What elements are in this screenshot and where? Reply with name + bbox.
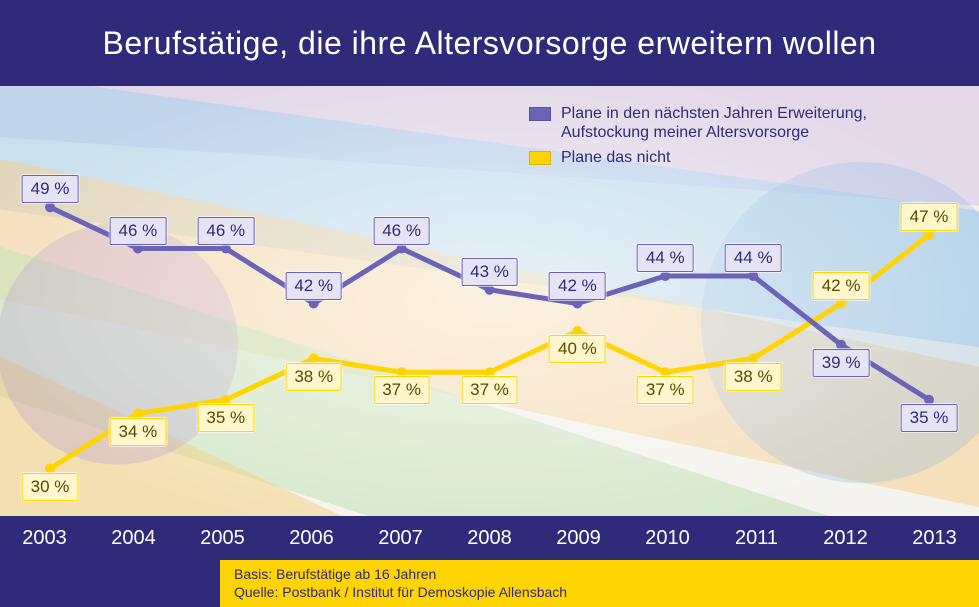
footer-left-block: [0, 560, 220, 607]
value-label-plan_no: 47 %: [901, 203, 958, 231]
series-marker-plan_yes: [485, 285, 495, 295]
value-label-plan_no: 30 %: [22, 473, 79, 501]
value-label-plan_no: 37 %: [637, 376, 694, 404]
value-label-plan_yes: 43 %: [461, 258, 518, 286]
footer-source: Quelle: Postbank / Institut für Demoskop…: [234, 584, 965, 602]
series-marker-plan_yes: [133, 244, 143, 254]
series-marker-plan_yes: [572, 299, 582, 309]
series-marker-plan_no: [836, 299, 846, 309]
value-label-plan_yes: 42 %: [549, 272, 606, 300]
value-label-plan_yes: 35 %: [901, 404, 958, 432]
value-label-plan_yes: 39 %: [813, 349, 870, 377]
value-label-plan_no: 38 %: [285, 363, 342, 391]
value-label-plan_no: 37 %: [461, 376, 518, 404]
x-tick: 2009: [534, 516, 623, 560]
value-label-plan_yes: 49 %: [22, 175, 79, 203]
value-label-plan_yes: 46 %: [373, 217, 430, 245]
lines-svg: [0, 86, 979, 516]
x-tick: 2013: [890, 516, 979, 560]
x-tick: 2012: [801, 516, 890, 560]
value-label-plan_no: 35 %: [197, 404, 254, 432]
series-marker-plan_yes: [221, 244, 231, 254]
value-label-plan_yes: 44 %: [725, 244, 782, 272]
x-tick: 2006: [267, 516, 356, 560]
x-tick: 2010: [623, 516, 712, 560]
chart-title: Berufstätige, die ihre Altersvorsorge er…: [102, 25, 876, 62]
x-tick: 2008: [445, 516, 534, 560]
series-marker-plan_yes: [397, 244, 407, 254]
x-axis: 2003200420052006200720082009201020112012…: [0, 516, 979, 560]
value-label-plan_no: 34 %: [110, 418, 167, 446]
value-label-plan_yes: 44 %: [637, 244, 694, 272]
series-marker-plan_yes: [309, 299, 319, 309]
x-tick: 2004: [89, 516, 178, 560]
series-marker-plan_no: [924, 230, 934, 240]
chart-container: Berufstätige, die ihre Altersvorsorge er…: [0, 0, 979, 607]
series-marker-plan_yes: [748, 271, 758, 281]
x-tick: 2005: [178, 516, 267, 560]
value-label-plan_no: 38 %: [725, 363, 782, 391]
x-tick: 2003: [0, 516, 89, 560]
value-label-plan_yes: 46 %: [110, 217, 167, 245]
series-marker-plan_yes: [45, 202, 55, 212]
x-tick: 2007: [356, 516, 445, 560]
series-marker-plan_yes: [660, 271, 670, 281]
value-label-plan_yes: 46 %: [197, 217, 254, 245]
footer-right-block: Basis: Berufstätige ab 16 Jahren Quelle:…: [220, 560, 979, 607]
value-label-plan_no: 37 %: [373, 376, 430, 404]
plot-area: Plane in den nächsten Jahren Erweiterung…: [0, 86, 979, 516]
chart-title-bar: Berufstätige, die ihre Altersvorsorge er…: [0, 0, 979, 86]
footer-basis: Basis: Berufstätige ab 16 Jahren: [234, 566, 965, 584]
value-label-plan_no: 40 %: [549, 335, 606, 363]
value-label-plan_yes: 42 %: [285, 272, 342, 300]
x-tick: 2011: [712, 516, 801, 560]
value-label-plan_no: 42 %: [813, 272, 870, 300]
footer: Basis: Berufstätige ab 16 Jahren Quelle:…: [0, 560, 979, 607]
